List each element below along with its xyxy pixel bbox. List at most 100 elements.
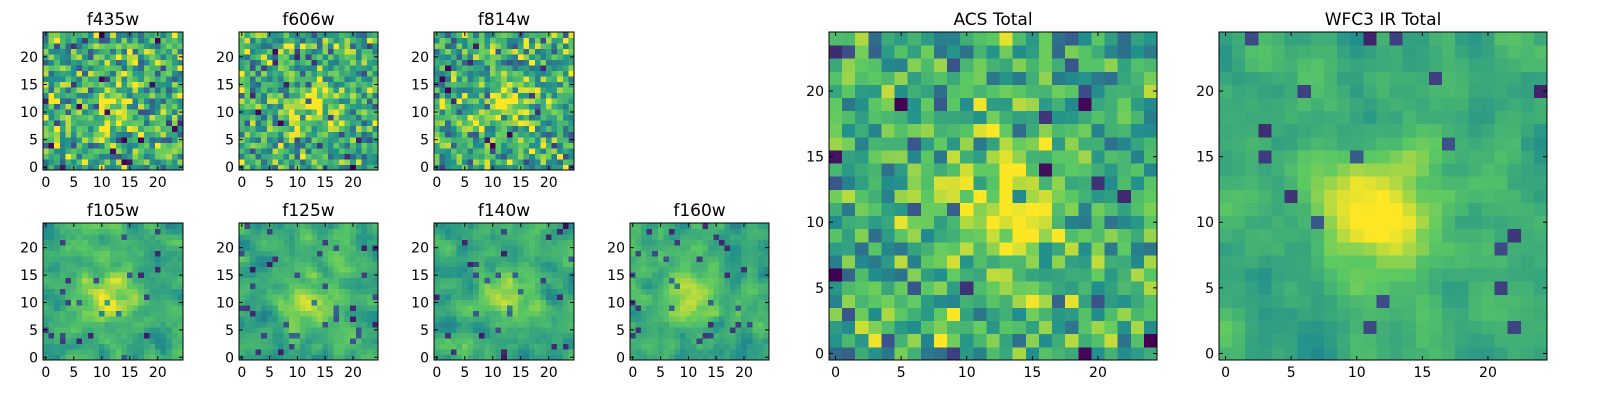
heatmap-cell (132, 76, 139, 83)
heatmap-cell (439, 250, 446, 257)
heatmap-cell (261, 321, 268, 328)
heatmap-cell (568, 114, 575, 121)
heatmap-cell (746, 283, 753, 290)
heatmap-cell (473, 81, 480, 88)
heatmap-cell (450, 54, 457, 60)
heatmap-cell (277, 316, 284, 323)
heatmap-cell (110, 43, 117, 49)
heatmap-cell (702, 244, 709, 251)
heatmap-cell (127, 239, 133, 246)
heatmap-cell (1091, 176, 1105, 190)
heatmap-cell (366, 266, 373, 273)
heatmap-cell (696, 305, 703, 312)
heatmap-cell (674, 343, 681, 350)
heatmap-cell (702, 299, 709, 306)
heatmap-cell (283, 310, 290, 317)
heatmap-cell (87, 114, 94, 121)
heatmap-cell (434, 147, 440, 154)
heatmap-cell (445, 109, 452, 116)
heatmap-cell (361, 338, 368, 344)
heatmap-cell (266, 327, 273, 333)
heatmap-cell (138, 158, 145, 165)
heatmap-cell (855, 333, 869, 348)
heatmap-cell (702, 239, 709, 246)
heatmap-cell (484, 233, 491, 240)
heatmap-cell (277, 98, 284, 105)
heatmap-cell (657, 349, 664, 355)
heatmap-cell (668, 305, 675, 312)
heatmap-cell (907, 176, 922, 190)
heatmap-cell (339, 305, 346, 312)
heatmap-cell (305, 261, 312, 268)
heatmap-cell (707, 327, 714, 333)
heatmap-cell (894, 346, 909, 361)
heatmap-cell (277, 114, 284, 121)
heatmap-cell (300, 354, 307, 361)
heatmap-cell (99, 81, 105, 88)
heatmap-cell (495, 65, 502, 72)
heatmap-cell (65, 283, 72, 290)
heatmap-cell (730, 305, 737, 312)
heatmap-cell (261, 233, 268, 240)
heatmap-cell (741, 255, 748, 262)
heatmap-cell (277, 321, 284, 328)
heatmap-cell (685, 349, 692, 355)
heatmap-cell (730, 349, 737, 355)
heatmap-cell (478, 81, 485, 88)
heatmap-cell (355, 316, 362, 323)
heatmap-cell (121, 142, 128, 149)
heatmap-cell (540, 153, 547, 160)
heatmap-cell (445, 266, 452, 273)
heatmap-cell (920, 241, 935, 256)
heatmap-cell (439, 239, 446, 246)
heatmap-cell (501, 153, 508, 160)
heatmap-cell (920, 307, 935, 322)
heatmap-cell (300, 272, 307, 279)
heatmap-cell (999, 281, 1014, 295)
heatmap-cell (551, 321, 558, 328)
heatmap-cell (138, 59, 145, 66)
heatmap-cell (478, 272, 485, 279)
heatmap-cell (305, 316, 312, 323)
heatmap-cell (366, 114, 373, 121)
heatmap-cell (59, 131, 66, 138)
heatmap-cell (71, 299, 77, 306)
heatmap-cell (277, 343, 284, 350)
heatmap-cell (546, 98, 552, 105)
heatmap-cell (255, 109, 262, 116)
heatmap-cell (434, 120, 440, 127)
heatmap-cell (445, 76, 452, 83)
heatmap-cell (339, 109, 346, 116)
heatmap-cell (920, 333, 935, 348)
heatmap-cell (82, 250, 89, 257)
heatmap-cell (523, 332, 530, 339)
heatmap-cell (718, 223, 725, 229)
heatmap-cell (155, 98, 161, 105)
heatmap-cell (277, 327, 284, 333)
heatmap-cell (121, 299, 128, 306)
heatmap-cell (439, 299, 446, 306)
x-tick-label: 0 (41, 175, 50, 191)
heatmap-cell (277, 87, 284, 94)
heatmap-cell (121, 43, 128, 49)
heatmap-cell (372, 266, 379, 273)
heatmap-cell (467, 59, 474, 66)
heatmap-cell (272, 158, 279, 165)
heatmap-cell (132, 142, 139, 149)
heatmap-cell (289, 158, 295, 165)
heatmap-cell (551, 153, 558, 160)
heatmap-cell (696, 316, 703, 323)
heatmap-cell (327, 125, 334, 132)
heatmap-cell (450, 244, 457, 251)
heatmap-cell (484, 343, 491, 350)
heatmap-cell (121, 98, 128, 105)
heatmap-cell (484, 81, 491, 88)
heatmap-cell (551, 338, 558, 344)
heatmap-cell (562, 103, 569, 110)
heatmap-cell (143, 136, 150, 143)
heatmap-cell (110, 70, 117, 77)
heatmap-cell (450, 223, 457, 229)
heatmap-cell (339, 338, 346, 344)
heatmap-cell (467, 109, 474, 116)
heatmap-cell (289, 153, 295, 160)
